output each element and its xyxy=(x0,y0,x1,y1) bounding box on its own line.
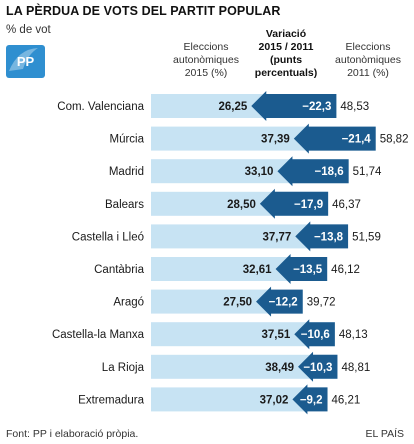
value-2015-label: 38,49 xyxy=(265,362,294,374)
change-label: −21,4 xyxy=(342,134,372,146)
category-label: Com. Valenciana xyxy=(57,101,144,113)
col-head-variation-line: (punts xyxy=(269,54,303,66)
pp-logo-text: PP xyxy=(17,54,35,69)
value-2011-label: 48,81 xyxy=(341,362,370,374)
pp-logo-graphic: PP xyxy=(9,48,38,71)
credit: EL PAÍS xyxy=(365,428,404,440)
col-head-2011-line: Eleccions xyxy=(345,41,391,53)
page-title: LA PÈRDUA DE VOTS DEL PARTIT POPULAR xyxy=(6,4,281,18)
value-2011-label: 51,59 xyxy=(352,231,381,243)
value-2011-label: 39,72 xyxy=(307,297,336,309)
change-arrow xyxy=(292,384,328,415)
change-arrow xyxy=(251,91,337,121)
pp-logo: PP xyxy=(6,45,45,78)
col-head-2015-line: 2015 (%) xyxy=(184,67,228,79)
change-label: −18,6 xyxy=(315,166,344,178)
value-2015-label: 26,25 xyxy=(218,101,247,113)
change-arrow xyxy=(295,221,349,252)
category-label: Balears xyxy=(105,199,144,211)
category-label: Cantàbria xyxy=(94,264,144,276)
value-2011-label: 58,82 xyxy=(380,134,409,146)
change-label: −10,6 xyxy=(301,329,330,341)
col-head-2015-line: Eleccions xyxy=(183,41,229,53)
category-label: La Rioja xyxy=(102,362,145,374)
value-2011-label: 46,37 xyxy=(332,199,361,211)
change-arrow xyxy=(275,254,328,284)
category-label: Aragó xyxy=(113,297,144,309)
change-arrow xyxy=(256,286,303,317)
value-2011-label: 48,13 xyxy=(339,329,368,341)
col-head-2011-line: autonòmiques xyxy=(335,54,401,66)
change-arrow xyxy=(293,123,376,154)
category-label: Castella-la Manxa xyxy=(52,329,145,341)
value-2015-label: 32,61 xyxy=(243,264,272,276)
value-2011-label: 51,74 xyxy=(353,166,382,178)
value-2011-label: 48,53 xyxy=(340,101,369,113)
change-label: −12,2 xyxy=(269,297,298,309)
change-label: −17,9 xyxy=(294,199,323,211)
change-arrow xyxy=(277,156,349,187)
value-2015-label: 37,51 xyxy=(262,329,291,341)
value-2015-label: 33,10 xyxy=(245,166,274,178)
category-label: Madrid xyxy=(109,166,144,178)
seagull-icon xyxy=(9,48,38,71)
value-2011-label: 46,21 xyxy=(332,394,361,406)
value-2011-label: 46,12 xyxy=(331,264,360,276)
category-label: Múrcia xyxy=(109,134,144,146)
change-label: −10,3 xyxy=(303,362,332,374)
change-arrow xyxy=(298,351,338,382)
col-head-2011: Eleccions autonòmiques 2011 (%) xyxy=(326,41,410,80)
change-label: −13,5 xyxy=(293,264,323,276)
category-label: Castella i Lleó xyxy=(72,231,144,243)
category-label: Extremadura xyxy=(78,394,144,406)
col-head-variation-line: 2015 / 2011 xyxy=(258,41,314,53)
col-head-2015: Eleccions autonòmiques 2015 (%) xyxy=(164,41,248,80)
value-2015-label: 28,50 xyxy=(227,199,256,211)
col-head-variation-line: Variació xyxy=(265,28,307,40)
source-note: Font: PP i elaboració pròpia. xyxy=(6,428,139,440)
value-2015-label: 27,50 xyxy=(223,297,252,309)
col-head-2011-line: 2011 (%) xyxy=(347,67,389,79)
change-label: −13,8 xyxy=(314,231,344,243)
change-label: −9,2 xyxy=(300,394,323,406)
col-head-variation: Variació 2015 / 2011 (punts percentuals) xyxy=(248,28,324,80)
col-head-variation-line: percentuals) xyxy=(254,67,318,79)
change-label: −22,3 xyxy=(302,101,331,113)
col-head-2015-line: autonòmiques xyxy=(173,54,239,66)
unit-label: % de vot xyxy=(6,24,51,36)
value-2015-label: 37,02 xyxy=(260,394,289,406)
change-arrow xyxy=(294,319,335,350)
value-2015-label: 37,77 xyxy=(263,231,292,243)
value-2015-label: 37,39 xyxy=(261,134,290,146)
change-arrow xyxy=(259,188,329,219)
